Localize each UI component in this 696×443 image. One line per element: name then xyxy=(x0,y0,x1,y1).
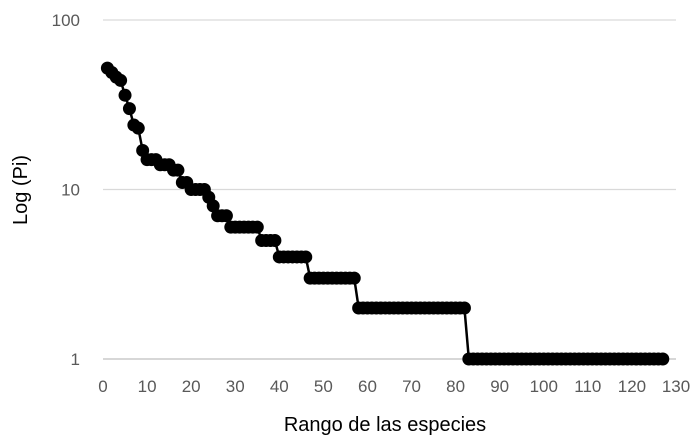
y-tick-label: 10 xyxy=(61,181,80,200)
series-line xyxy=(106,67,663,361)
x-tick-label: 10 xyxy=(138,377,157,396)
x-tick-label: 40 xyxy=(270,377,289,396)
x-axis-title: Rango de las especies xyxy=(284,414,486,436)
data-point xyxy=(268,234,282,248)
x-tick-label: 60 xyxy=(358,377,377,396)
x-tick-label: 70 xyxy=(402,377,421,396)
x-tick-label: 20 xyxy=(182,377,201,396)
x-tick-label: 0 xyxy=(98,377,107,396)
x-tick-label: 100 xyxy=(530,377,558,396)
data-point xyxy=(206,199,220,213)
data-point xyxy=(114,73,128,87)
series-line-layer xyxy=(106,67,663,361)
x-tick-label: 110 xyxy=(574,377,601,396)
data-point xyxy=(299,250,313,264)
data-markers xyxy=(100,61,670,366)
x-tick-label: 130 xyxy=(662,377,690,396)
data-point xyxy=(219,209,233,223)
data-point xyxy=(250,220,264,234)
y-tick-label: 1 xyxy=(71,350,80,369)
y-axis-title: Log (Pi) xyxy=(10,155,32,225)
gridlines xyxy=(103,19,676,191)
data-point xyxy=(118,88,132,102)
data-point xyxy=(122,102,136,116)
x-tick-label: 120 xyxy=(618,377,646,396)
data-point xyxy=(171,163,185,177)
data-point xyxy=(656,352,670,366)
x-tick-label: 90 xyxy=(490,377,509,396)
x-tick-label: 50 xyxy=(314,377,333,396)
data-point xyxy=(347,271,361,285)
data-point xyxy=(457,301,471,315)
x-tick-label: 30 xyxy=(226,377,245,396)
y-tick-label: 100 xyxy=(52,11,80,30)
data-point xyxy=(131,121,145,135)
x-tick-label: 80 xyxy=(446,377,465,396)
